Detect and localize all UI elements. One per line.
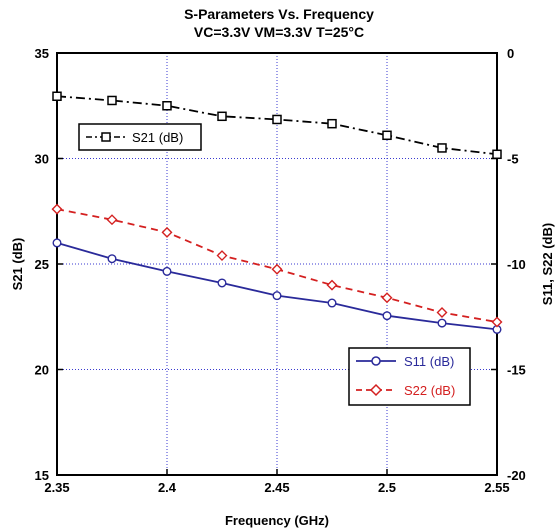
data-point-s21 bbox=[327, 118, 337, 129]
y-right-tick-label: -20 bbox=[507, 468, 526, 483]
series-layer bbox=[51, 91, 503, 334]
data-point-s22 bbox=[216, 250, 228, 262]
data-point-s22 bbox=[106, 214, 118, 226]
legend-s22-marker bbox=[369, 383, 383, 397]
data-point-s22 bbox=[161, 226, 173, 238]
legend-s21-marker bbox=[101, 132, 111, 142]
y-left-tick-label: 35 bbox=[35, 46, 49, 61]
data-point-s11 bbox=[162, 266, 172, 276]
x-tick-label: 2.4 bbox=[158, 480, 177, 495]
legend-s11-s22-box bbox=[348, 347, 471, 406]
x-tick-label: 2.5 bbox=[378, 480, 396, 495]
legend-s21-label: S21 (dB) bbox=[132, 130, 183, 145]
x-tick-label: 2.55 bbox=[484, 480, 509, 495]
legend-s11-label: S11 (dB) bbox=[404, 354, 454, 369]
data-point-s21 bbox=[492, 149, 502, 160]
chart-title: S-Parameters Vs. Frequency bbox=[184, 6, 374, 22]
data-point-s21 bbox=[107, 95, 117, 106]
legend-s21: S21 (dB) bbox=[78, 123, 202, 151]
legend-s11-s22: S11 (dB) S22 (dB) bbox=[348, 347, 471, 406]
x-tick-label: 2.35 bbox=[44, 480, 69, 495]
data-point-s11 bbox=[382, 311, 392, 321]
legend-s22-label: S22 (dB) bbox=[404, 383, 455, 398]
y-right-tick-label: 0 bbox=[507, 46, 514, 61]
y-left-tick-label: 20 bbox=[35, 363, 49, 378]
data-point-s11 bbox=[52, 238, 62, 248]
series-line-s11 bbox=[56, 242, 498, 331]
data-point-s21 bbox=[382, 130, 392, 141]
data-point-s21 bbox=[217, 111, 227, 122]
data-point-s21 bbox=[162, 101, 172, 111]
data-point-s22 bbox=[326, 279, 338, 291]
legend-s21-box bbox=[78, 123, 202, 151]
y-right-tick-label: -10 bbox=[507, 257, 526, 272]
y-left-tick-label: 30 bbox=[35, 152, 49, 167]
y-right-tick-label: -5 bbox=[507, 152, 519, 167]
data-point-s21 bbox=[52, 91, 62, 102]
y-right-axis-label: S11, S22 (dB) bbox=[540, 223, 555, 305]
y-left-tick-label: 15 bbox=[35, 468, 49, 483]
data-point-s22 bbox=[436, 307, 448, 319]
data-point-s11 bbox=[327, 298, 337, 308]
data-point-s11 bbox=[217, 278, 227, 288]
data-point-s22 bbox=[51, 203, 63, 215]
data-point-s22 bbox=[271, 263, 283, 275]
y-left-axis-label: S21 (dB) bbox=[10, 238, 25, 291]
x-axis-label: Frequency (GHz) bbox=[225, 513, 329, 528]
y-right-tick-label: -15 bbox=[507, 363, 526, 378]
data-point-s11 bbox=[272, 291, 282, 301]
data-point-s21 bbox=[272, 114, 282, 125]
data-point-s22 bbox=[381, 292, 393, 304]
x-tick-label: 2.45 bbox=[264, 480, 289, 495]
chart-subtitle: VC=3.3V VM=3.3V T=25°C bbox=[194, 24, 364, 40]
legend-s11-marker bbox=[371, 356, 381, 366]
data-point-s11 bbox=[437, 318, 447, 328]
data-point-s21 bbox=[437, 143, 447, 153]
y-left-tick-label: 25 bbox=[35, 257, 49, 272]
data-point-s11 bbox=[107, 254, 117, 264]
axis-ticks: 2.35 2.4 2.45 2.5 2.55 15 20 25 30 35 -20 -15 -10 -5 0 bbox=[35, 46, 526, 495]
data-point-s22 bbox=[491, 316, 503, 328]
